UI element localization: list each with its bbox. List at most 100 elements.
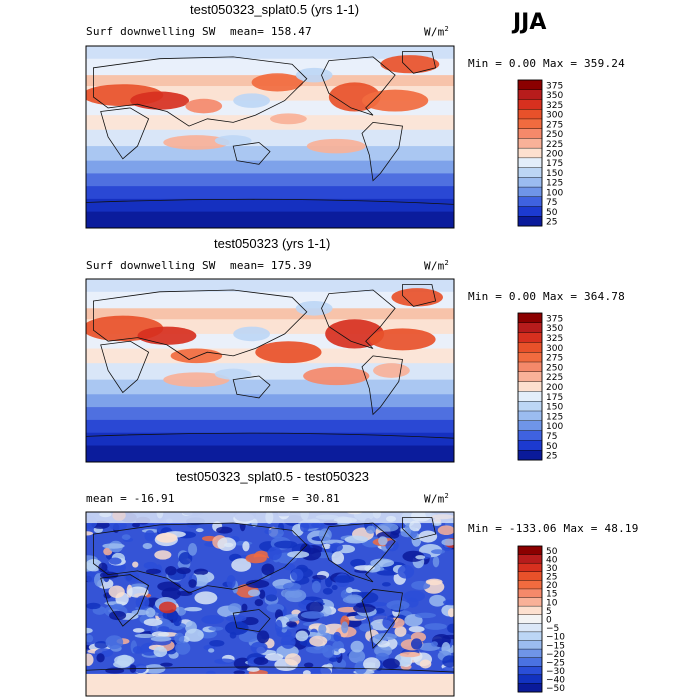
colorbar-swatch xyxy=(517,614,543,624)
panel2-title: test050323 (yrs 1-1) xyxy=(214,236,331,251)
colorbar-swatch xyxy=(517,108,543,120)
map-field-patch xyxy=(369,328,436,351)
diff-field-patch xyxy=(354,565,375,571)
colorbar-swatch xyxy=(517,571,543,581)
colorbar-swatch xyxy=(517,597,543,607)
diff-field-patch xyxy=(267,546,282,561)
diff-field-patch xyxy=(331,584,338,591)
colorbar-tick-label: 275 xyxy=(546,354,563,364)
map-field-patch xyxy=(391,288,443,307)
diff-field-patch xyxy=(96,653,105,663)
diff-field-patch xyxy=(447,623,454,633)
diff-field-patch xyxy=(408,625,425,633)
panel1-units: W/m2 xyxy=(424,25,449,39)
colorbar-swatch xyxy=(517,196,543,208)
colorbar-tick-label: −50 xyxy=(546,684,565,694)
colorbar-swatch xyxy=(517,562,543,573)
diff-field-patch xyxy=(105,667,125,674)
colorbar-swatch xyxy=(517,157,543,169)
diff-field-patch xyxy=(318,528,332,542)
diff-field-patch xyxy=(214,658,235,665)
panel2-mean: mean= 175.39 xyxy=(230,259,312,272)
colorbar-swatch xyxy=(517,674,543,684)
panel2-units: W/m2 xyxy=(424,259,449,273)
diff-field-patch xyxy=(229,631,237,639)
colorbar-swatch xyxy=(517,332,543,343)
diff-field-patch xyxy=(414,612,436,619)
colorbar-tick-label: 100 xyxy=(546,188,563,198)
map-field-patch xyxy=(270,113,307,125)
diff-field-patch xyxy=(299,521,310,533)
colorbar-frame xyxy=(517,79,543,227)
diff-field-patch xyxy=(289,617,299,622)
coastline xyxy=(93,522,308,594)
diff-field-patch xyxy=(102,543,125,549)
colorbar-swatch xyxy=(517,420,543,432)
coastline xyxy=(232,142,271,165)
map-panel-1 xyxy=(85,45,455,229)
diff-field-patch xyxy=(150,636,172,642)
diff-field-patch xyxy=(318,624,327,635)
colorbar-tick-label: 150 xyxy=(546,169,563,179)
diff-field-patch xyxy=(342,596,364,604)
colorbar-tick-label: 40 xyxy=(546,555,558,565)
panel1-variable: Surf downwelling SW xyxy=(86,25,216,38)
colorbar-tick-label: 225 xyxy=(546,373,563,383)
map-field-patch xyxy=(380,55,440,74)
coastline xyxy=(402,51,437,74)
diff-field-patch xyxy=(105,635,124,650)
diff-field-patch xyxy=(247,589,261,597)
colorbar-swatch xyxy=(517,177,543,188)
colorbar-swatch xyxy=(517,605,543,616)
panel3-mean: mean = -16.91 xyxy=(86,492,175,505)
diff-field-patch xyxy=(188,542,198,556)
diff-field-patch xyxy=(432,555,440,568)
diff-field-patch xyxy=(363,657,381,671)
coastline xyxy=(321,56,396,116)
diff-field-patch xyxy=(442,634,454,640)
diff-field-patch xyxy=(431,641,438,647)
diff-field-patch xyxy=(425,578,443,586)
diff-field-patch xyxy=(238,631,259,643)
diff-field-patch xyxy=(409,520,422,532)
diff-field-patch xyxy=(311,580,321,593)
colorbar-swatch xyxy=(517,167,543,178)
diff-field-patch xyxy=(295,630,309,642)
diff-field-patch xyxy=(161,587,181,601)
diff-field-patch xyxy=(382,658,400,670)
colorbar-tick-label: 20 xyxy=(546,581,558,591)
colorbar-frame xyxy=(517,545,543,693)
diff-field-patch xyxy=(442,655,454,668)
diff-field-patch xyxy=(430,549,446,555)
diff-field-patch xyxy=(246,667,260,672)
diff-field-patch xyxy=(415,555,426,560)
colorbar-tick-label: 250 xyxy=(546,130,563,140)
diff-field-patch xyxy=(322,587,333,595)
diff-field-patch xyxy=(331,551,345,565)
diff-field-patch xyxy=(350,640,364,653)
diff-field-patch xyxy=(264,653,284,661)
colorbar-tick-label: −20 xyxy=(546,650,565,660)
map-field-patch xyxy=(185,98,223,114)
diff-field-patch xyxy=(112,603,123,609)
colorbar-swatch xyxy=(517,440,543,451)
diff-field-patch xyxy=(132,522,141,528)
map-field-patch xyxy=(255,341,322,364)
diff-field-patch xyxy=(399,651,421,658)
colorbar-swatch xyxy=(517,631,543,641)
diff-field-patch xyxy=(98,562,108,573)
colorbar-tick-label: 125 xyxy=(546,412,563,422)
diff-field-patch xyxy=(208,648,215,653)
diff-field-patch xyxy=(253,657,269,666)
colorbar-tick-label: 50 xyxy=(546,442,558,452)
colorbar-swatch xyxy=(517,648,543,659)
colorbar-tick-label: 30 xyxy=(546,564,558,574)
colorbar-swatch xyxy=(517,371,543,383)
coastline xyxy=(361,355,403,416)
panel3-units: W/m2 xyxy=(424,492,449,506)
antarctic-coastline xyxy=(86,432,454,439)
diff-field-patch xyxy=(113,660,131,668)
map-field-patch xyxy=(325,319,385,349)
coastline xyxy=(232,609,271,633)
